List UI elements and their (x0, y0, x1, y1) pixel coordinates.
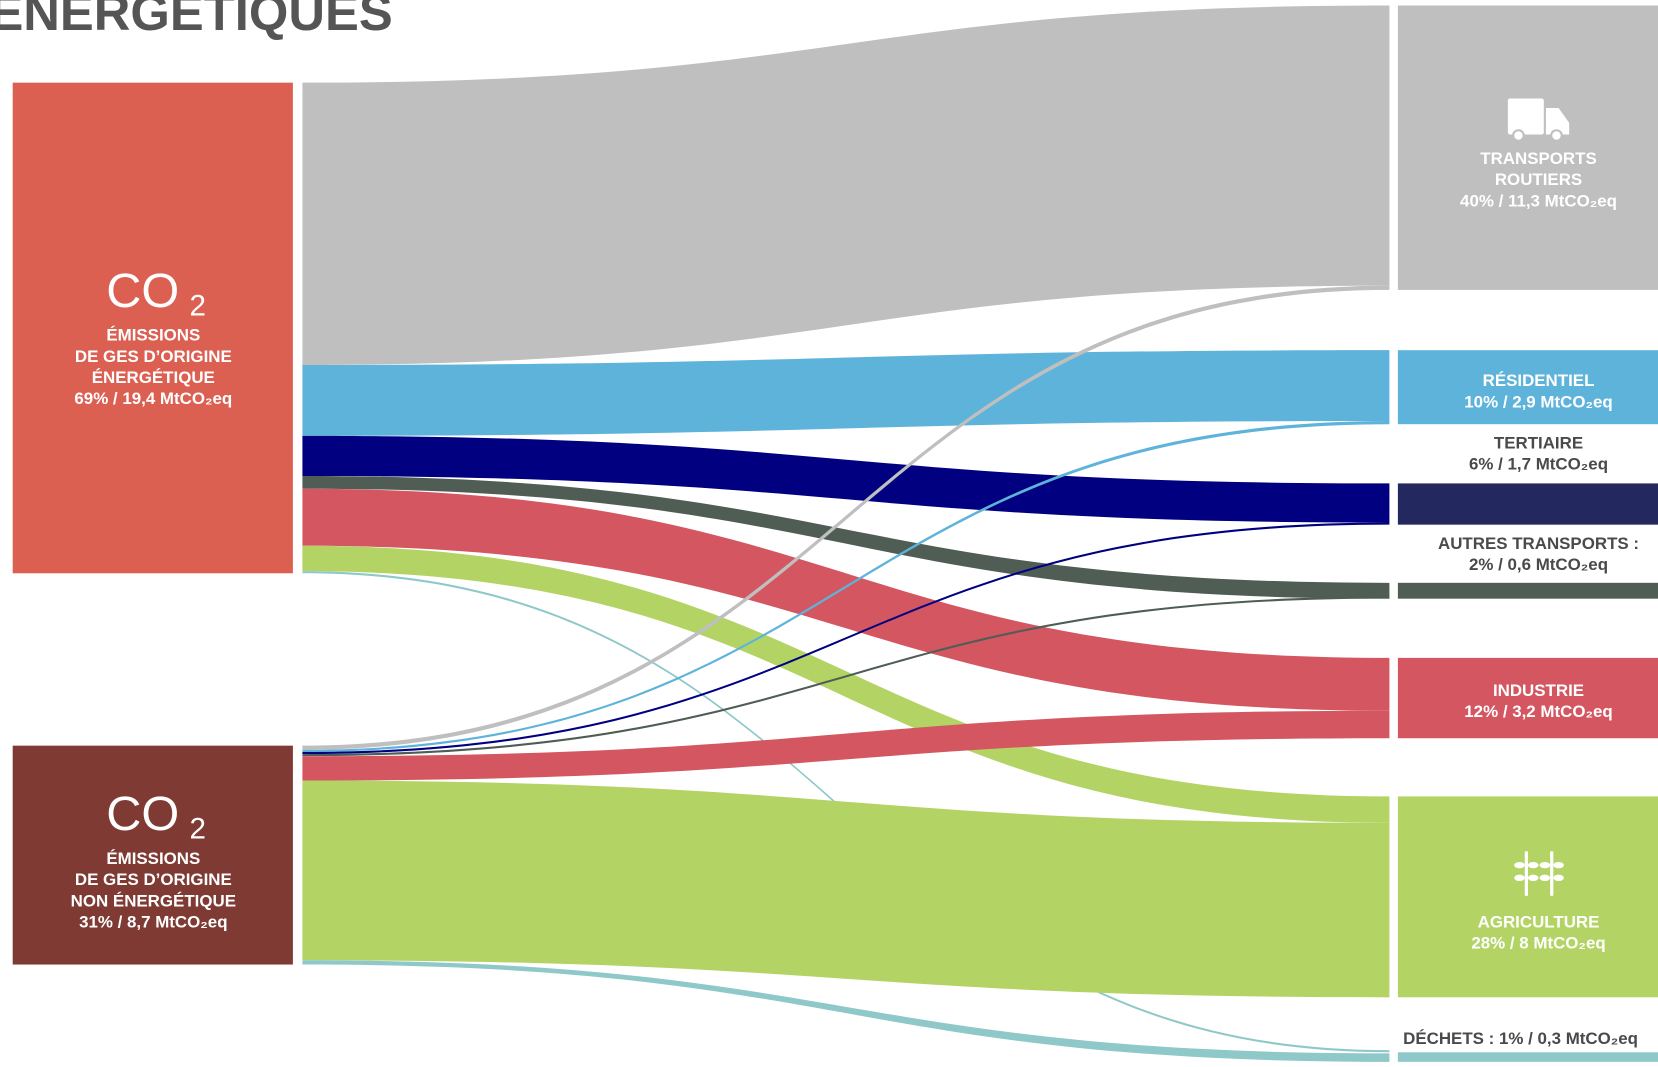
sector-node (1397, 350, 1658, 425)
source-label: DE GES D’ORIGINE (75, 870, 232, 889)
source-label: ÉNERGÉTIQUE (92, 368, 215, 387)
sector-label: 12% / 3,2 MtCO₂eq (1464, 702, 1612, 721)
sector-label: ROUTIERS (1495, 170, 1582, 189)
flow (302, 488, 1390, 711)
source-label: ÉMISSIONS (106, 326, 200, 345)
sector-label: TRANSPORTS (1480, 149, 1596, 168)
sector-label: 6% / 1,7 MtCO₂eq (1469, 455, 1608, 474)
source-label: ÉMISSIONS (106, 849, 200, 868)
flow (302, 435, 1390, 523)
sector-label: DÉCHETS : 1% / 0,3 MtCO₂eq (1403, 1029, 1638, 1048)
sector-node (1397, 796, 1658, 998)
flow (302, 421, 1390, 752)
flow (302, 285, 1390, 750)
sector-node (1397, 483, 1658, 525)
wheat-icon (1514, 851, 1564, 896)
flow (302, 476, 1390, 599)
source-symbol: CO (106, 787, 179, 841)
source-subscript: 2 (189, 289, 205, 322)
source-label: 31% / 8,7 MtCO₂eq (79, 913, 227, 932)
source-label: 69% / 19,4 MtCO₂eq (74, 389, 232, 408)
sector-label: 2% / 0,6 MtCO₂eq (1469, 555, 1608, 574)
sector-label: RÉSIDENTIEL (1483, 371, 1595, 390)
sector-label: 40% / 11,3 MtCO₂eq (1460, 191, 1617, 210)
sector-label: 10% / 2,9 MtCO₂eq (1464, 392, 1612, 411)
source-symbol: CO (106, 264, 179, 318)
flow (302, 522, 1390, 755)
source-label: DE GES D’ORIGINE (75, 347, 232, 366)
sector-node (1397, 1052, 1658, 1062)
flow (302, 545, 1390, 823)
source-subscript: 2 (189, 813, 205, 846)
sector-label: TERTIAIRE (1494, 434, 1583, 453)
sector-label: AUTRES TRANSPORTS : (1438, 534, 1639, 553)
flow (302, 710, 1390, 781)
flows (302, 5, 1390, 1062)
truck-icon (1507, 98, 1570, 142)
sector-label: 28% / 8 MtCO₂eq (1471, 934, 1605, 953)
source-label: NON ÉNERGÉTIQUE (71, 891, 236, 910)
sector-label: INDUSTRIE (1493, 681, 1584, 700)
sector-node (1397, 657, 1658, 739)
title: ÉNERGÉTIQUES (0, 0, 393, 41)
sector-node (1397, 582, 1658, 599)
sector-label: AGRICULTURE (1478, 913, 1600, 932)
flow (302, 350, 1390, 436)
flow (302, 780, 1390, 998)
flow (302, 596, 1390, 757)
source-node (12, 745, 293, 965)
sector-node (1397, 5, 1658, 290)
flow (302, 5, 1390, 365)
source-node (12, 82, 293, 574)
flow (302, 960, 1390, 1062)
